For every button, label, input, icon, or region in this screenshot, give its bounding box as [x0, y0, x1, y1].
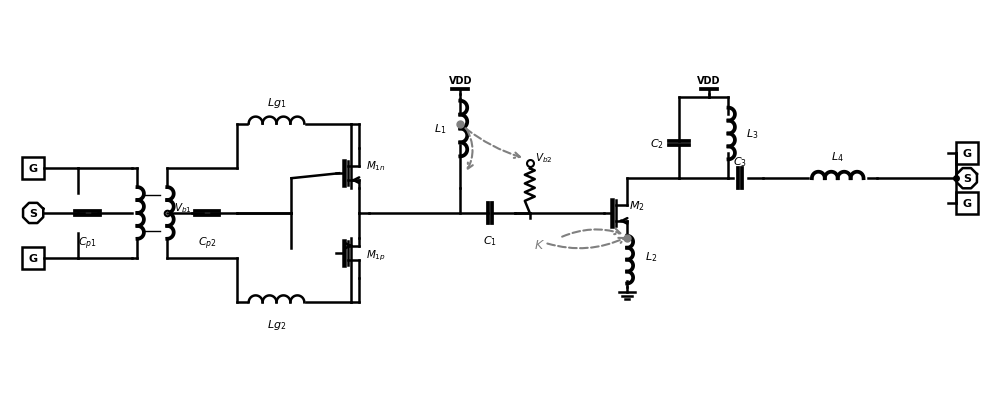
Text: VDD: VDD [697, 76, 720, 85]
Text: $C_2$: $C_2$ [650, 137, 664, 151]
FancyBboxPatch shape [22, 247, 44, 269]
Text: S: S [963, 174, 971, 184]
Text: $V_{b2}$: $V_{b2}$ [535, 151, 552, 165]
Text: G: G [962, 199, 971, 209]
Text: K: K [535, 238, 543, 251]
Text: S: S [29, 209, 37, 218]
Text: $L_4$: $L_4$ [831, 150, 844, 164]
Text: G: G [29, 253, 38, 263]
Text: $L_1$: $L_1$ [434, 122, 447, 136]
Text: G: G [29, 164, 38, 174]
Text: $C_3$: $C_3$ [733, 155, 747, 169]
Text: $V_{b1}$: $V_{b1}$ [174, 200, 192, 214]
Text: $L_3$: $L_3$ [746, 127, 759, 141]
Text: VDD: VDD [449, 76, 472, 85]
Text: $C_{p1}$: $C_{p1}$ [78, 235, 97, 252]
FancyBboxPatch shape [22, 158, 44, 180]
Text: G: G [962, 149, 971, 159]
Text: $Lg_1$: $Lg_1$ [267, 95, 286, 109]
FancyBboxPatch shape [956, 192, 978, 214]
Text: $M_{1p}$: $M_{1p}$ [366, 249, 386, 263]
Text: $L_2$: $L_2$ [645, 250, 657, 264]
Text: $M_{1n}$: $M_{1n}$ [366, 159, 386, 173]
Text: $C_{p2}$: $C_{p2}$ [198, 235, 216, 252]
FancyBboxPatch shape [956, 143, 978, 165]
Text: $C_1$: $C_1$ [483, 233, 497, 247]
Text: $M_2$: $M_2$ [629, 199, 645, 212]
Text: $Lg_2$: $Lg_2$ [267, 318, 286, 332]
